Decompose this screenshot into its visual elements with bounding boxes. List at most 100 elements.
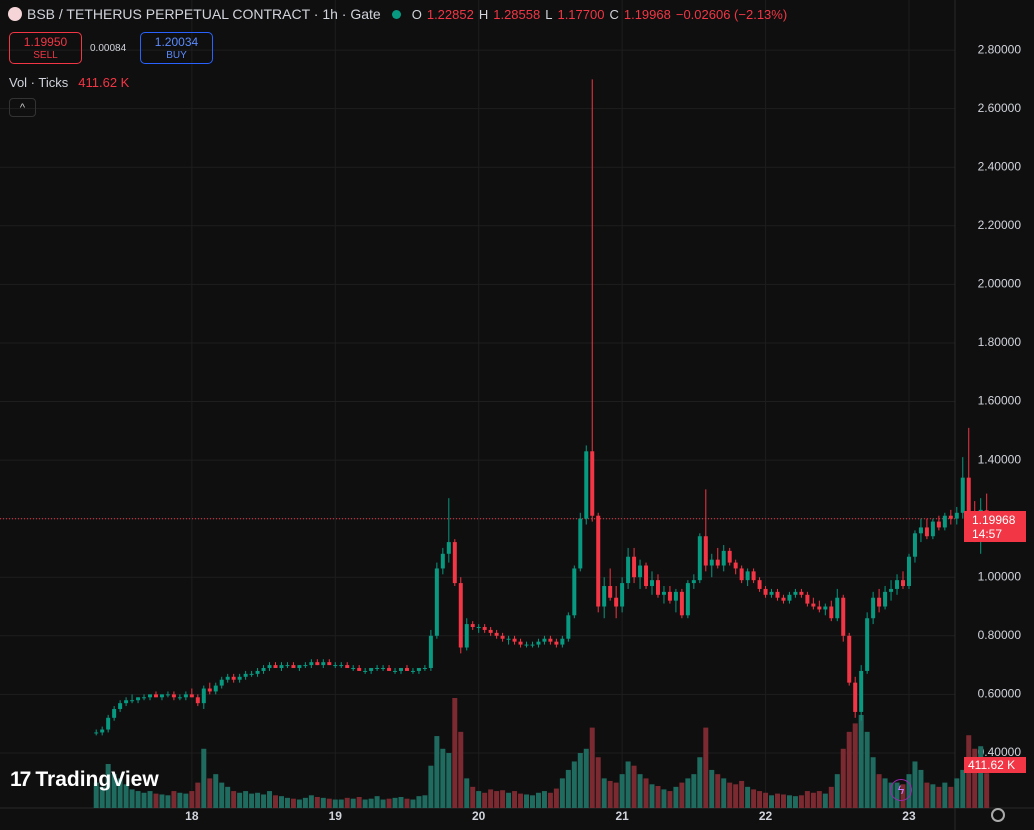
volume-bar <box>661 789 667 808</box>
low: 1.17700 <box>557 6 605 22</box>
y-tick-label: 1.80000 <box>978 335 1022 349</box>
volume-bar <box>763 792 769 808</box>
volume-bar <box>541 791 547 808</box>
volume-bar <box>470 786 476 808</box>
volume-bar <box>141 792 147 808</box>
candle-body <box>924 527 929 537</box>
volume-bar <box>165 795 171 808</box>
volume-bar <box>954 778 960 808</box>
volume-bar <box>739 780 745 808</box>
candle-body <box>458 583 463 648</box>
candle-body <box>709 559 714 566</box>
volume-bar <box>446 753 452 808</box>
candle-body <box>159 694 164 698</box>
volume-bar <box>434 736 440 808</box>
volume-bar <box>637 774 643 808</box>
candle-body <box>536 641 541 645</box>
volume-bar <box>840 748 846 808</box>
candle-body <box>213 685 218 692</box>
volume-bar <box>918 769 924 808</box>
collapse-button[interactable]: ^ <box>9 98 36 117</box>
volume-bar <box>99 786 105 808</box>
candle-body <box>578 518 583 569</box>
candle-body <box>177 697 182 699</box>
candle-body <box>363 670 368 672</box>
volume-bar <box>201 748 207 808</box>
candle-body <box>488 629 493 633</box>
candle-body <box>100 729 105 733</box>
candle-body <box>243 673 248 677</box>
volume-bar <box>834 774 840 808</box>
sell-label: SELL <box>33 50 58 61</box>
candle-body <box>942 515 947 528</box>
volume-bar <box>595 757 601 808</box>
volume-bar <box>649 784 655 808</box>
settings-button[interactable] <box>991 808 1005 822</box>
volume-bar <box>930 784 936 808</box>
sell-button[interactable]: 1.19950 SELL <box>9 32 82 64</box>
candle-body <box>901 580 906 587</box>
candle-body <box>452 542 457 584</box>
candle-body <box>673 591 678 601</box>
volume-bar <box>398 797 404 808</box>
volume-bar <box>326 798 332 808</box>
volume-bar <box>571 761 577 808</box>
spread: 0.00084 <box>90 43 127 54</box>
candle-body <box>805 594 810 604</box>
lightning-button[interactable]: ϟ <box>890 779 912 801</box>
candle-body <box>225 676 230 680</box>
candle-body <box>590 451 595 516</box>
volume-bar <box>697 757 703 808</box>
volume-bar <box>296 799 302 808</box>
x-tick-label: 18 <box>185 809 199 823</box>
volume-bar <box>350 798 356 808</box>
volume-bar <box>673 786 679 808</box>
candle-body <box>602 586 607 607</box>
candle-body <box>787 594 792 601</box>
header: BSB / TETHERUS PERPETUAL CONTRACT · 1h ·… <box>8 6 787 22</box>
candle-body <box>781 597 786 601</box>
high: 1.28558 <box>493 6 541 22</box>
y-tick-label: 0.80000 <box>978 628 1022 642</box>
candle-body <box>632 556 637 578</box>
volume-bar <box>356 797 362 808</box>
volume-bar <box>601 778 607 808</box>
candle-body <box>650 580 655 587</box>
candle-body <box>883 591 888 607</box>
candle-body <box>118 703 123 710</box>
candle-body <box>608 586 613 598</box>
volume-bar <box>547 792 553 808</box>
volume-bar <box>565 769 571 808</box>
volume-bar <box>422 795 428 808</box>
candle-body <box>112 709 117 718</box>
volume-legend: Vol · Ticks 411.62 K <box>9 75 129 90</box>
symbol[interactable]: BSB / TETHERUS PERPETUAL CONTRACT · 1h ·… <box>27 6 381 22</box>
volume-bar <box>159 794 165 808</box>
candle-body <box>183 694 188 698</box>
candle-body <box>434 568 439 636</box>
candle-body <box>895 580 900 589</box>
volume-bar <box>225 786 231 808</box>
volume-bar <box>709 769 715 808</box>
candle-body <box>345 665 350 669</box>
volume-bar <box>290 798 296 808</box>
candle-body <box>148 694 153 698</box>
volume-bar <box>386 798 392 808</box>
buy-button[interactable]: 1.20034 BUY <box>140 32 213 64</box>
volume-bar <box>553 788 559 808</box>
volume-bar <box>506 792 512 808</box>
volume-bar <box>213 774 219 808</box>
candle-body <box>428 635 433 669</box>
volume-bar <box>798 795 804 808</box>
y-tick-label: 2.40000 <box>978 159 1022 173</box>
candle-body <box>171 694 176 698</box>
candle-body <box>333 665 338 667</box>
candle-body <box>685 583 690 616</box>
volume-bar <box>189 791 195 808</box>
volume-bar <box>338 799 344 808</box>
candle-body <box>207 688 212 692</box>
volume-bar <box>284 797 290 808</box>
candle-body <box>201 688 206 704</box>
